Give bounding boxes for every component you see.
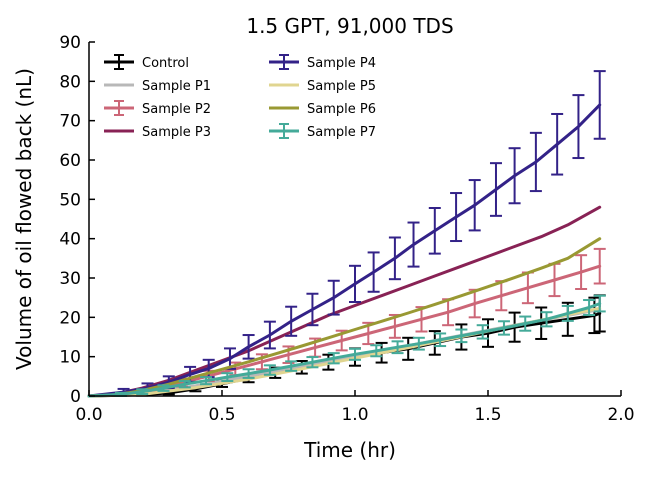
series-7 (87, 294, 606, 398)
plot-area (87, 70, 606, 398)
error-bar (221, 372, 234, 383)
error-bar (367, 251, 380, 293)
error-bar (407, 221, 420, 268)
error-bar (327, 352, 340, 365)
error-bar (450, 192, 463, 243)
legend-item-6: Sample P6 (269, 102, 376, 117)
error-bar (561, 304, 574, 322)
error-bar (593, 247, 606, 285)
legend-item-5: Sample P5 (269, 79, 376, 94)
legend-label: Sample P7 (307, 125, 376, 140)
y-tick-label: 60 (59, 151, 81, 171)
error-bar (529, 131, 542, 193)
legend-label: Sample P4 (307, 56, 376, 71)
error-bar (575, 254, 588, 291)
error-bar (370, 344, 383, 358)
series-3 (87, 205, 602, 398)
error-bar (519, 315, 532, 332)
series-line-4 (87, 103, 602, 398)
error-bar (388, 236, 401, 281)
error-bar (306, 292, 319, 327)
error-bar (434, 332, 447, 348)
error-bar (593, 70, 606, 140)
y-tick-label: 30 (59, 269, 81, 289)
y-tick-label: 90 (59, 33, 81, 53)
y-tick-label: 50 (59, 190, 81, 210)
chart-title: 1.5 GPT, 91,000 TDS (246, 14, 453, 38)
x-tick-label: 1.0 (341, 405, 368, 425)
error-bar (428, 206, 441, 255)
error-bar (242, 368, 255, 379)
x-axis-label: Time (hr) (303, 438, 396, 462)
error-bar (593, 294, 606, 313)
error-bar (349, 264, 361, 303)
legend-item-7: Sample P7 (269, 123, 376, 140)
error-bar (263, 320, 276, 350)
error-bar (476, 324, 489, 340)
y-tick-label: 40 (59, 230, 81, 250)
legend-item-1: Sample P1 (104, 79, 211, 94)
x-tick-label: 2.0 (607, 405, 634, 425)
error-bar (497, 320, 510, 336)
x-tick-label: 1.5 (474, 405, 501, 425)
error-bar (263, 364, 276, 376)
error-bar (136, 388, 149, 396)
series-4 (87, 70, 606, 398)
error-bar (455, 328, 468, 344)
x-tick-label: 0.5 (208, 405, 235, 425)
legend-label: Sample P1 (142, 79, 211, 94)
error-bar (200, 376, 213, 386)
error-bar (391, 340, 404, 355)
y-axis-label: Volume of oil flowed back (nL) (12, 68, 36, 370)
legend-label: Sample P2 (142, 102, 211, 117)
legend-label: Control (142, 56, 189, 71)
legend-label: Sample P5 (307, 79, 376, 94)
error-bar (242, 334, 255, 360)
error-bar (285, 360, 298, 372)
error-bar (412, 336, 425, 351)
legend: Control Sample P1 Sample P2 Sample P3 Sample… (104, 54, 376, 140)
error-bar (306, 356, 319, 369)
series-line-6 (87, 237, 602, 398)
error-bar (572, 94, 585, 160)
error-bar (508, 147, 521, 205)
error-bar (157, 384, 170, 392)
series-6 (87, 237, 602, 398)
error-bar (327, 279, 340, 316)
y-tick-label: 0 (70, 387, 81, 407)
error-bar (489, 162, 502, 217)
legend-label: Sample P6 (307, 102, 376, 117)
error-bar (551, 112, 564, 176)
error-bar (178, 380, 191, 389)
legend-label: Sample P3 (142, 125, 211, 140)
x-tick-label: 0.0 (75, 405, 102, 425)
error-bar (349, 347, 361, 361)
y-tick-label: 70 (59, 112, 81, 132)
y-tick-label: 20 (59, 308, 81, 328)
legend-item-0: Control (104, 54, 189, 71)
legend-item-4: Sample P4 (269, 54, 376, 71)
error-bar (583, 299, 596, 316)
error-bar (482, 318, 494, 348)
axes: 0.0 0.5 1.0 1.5 2.0 0 10 20 30 40 50 60 70 80 90 (59, 33, 634, 425)
error-bar (540, 311, 553, 328)
y-tick-label: 80 (59, 72, 81, 92)
error-bar (468, 179, 481, 232)
series-line-3 (87, 205, 602, 398)
legend-item-2: Sample P2 (104, 100, 211, 117)
legend-item-3: Sample P3 (104, 125, 211, 140)
y-tick-label: 10 (59, 348, 81, 368)
error-bar (285, 305, 298, 337)
